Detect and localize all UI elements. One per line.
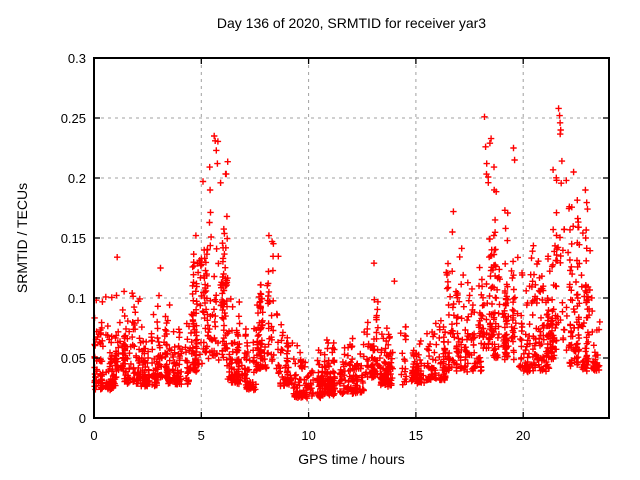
y-tick-label: 0.3 bbox=[67, 50, 86, 66]
x-axis-title: GPS time / hours bbox=[298, 451, 405, 467]
x-tick-label: 0 bbox=[90, 428, 98, 443]
y-tick-label: 0.2 bbox=[67, 170, 86, 186]
x-tick-label: 5 bbox=[197, 428, 205, 443]
y-tick-label: 0 bbox=[78, 410, 86, 426]
x-tick-label: 20 bbox=[515, 428, 531, 443]
y-tick-label: 0.25 bbox=[60, 110, 86, 126]
chart-title: Day 136 of 2020, SRMTID for receiver yar… bbox=[216, 15, 487, 31]
y-tick-label: 0.05 bbox=[60, 350, 86, 366]
y-tick-label: 0.15 bbox=[60, 230, 86, 246]
x-tick-label: 10 bbox=[301, 428, 316, 443]
x-tick-label: 15 bbox=[408, 428, 424, 443]
y-tick-label: 0.1 bbox=[67, 290, 86, 306]
